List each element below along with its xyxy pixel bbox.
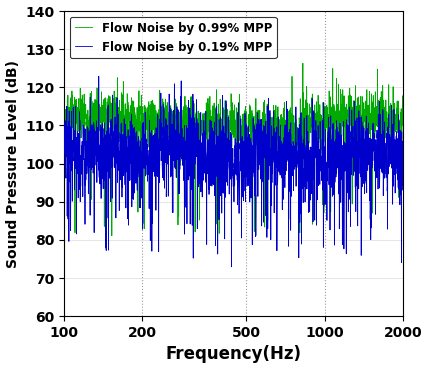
Flow Noise by 0.99% MPP xyxy=(300,61,306,66)
Flow Noise by 0.99% MPP xyxy=(226,139,232,144)
Flow Noise by 0.19% MPP xyxy=(61,165,66,169)
Flow Noise by 0.19% MPP xyxy=(79,162,84,166)
Flow Noise by 0.19% MPP xyxy=(226,138,232,142)
Flow Noise by 0.19% MPP xyxy=(96,74,101,79)
Flow Noise by 0.19% MPP xyxy=(329,168,334,172)
X-axis label: Frequency(Hz): Frequency(Hz) xyxy=(166,345,302,363)
Flow Noise by 0.99% MPP xyxy=(217,112,223,116)
Flow Noise by 0.19% MPP xyxy=(391,158,396,162)
Legend: Flow Noise by 0.99% MPP, Flow Noise by 0.19% MPP: Flow Noise by 0.99% MPP, Flow Noise by 0… xyxy=(70,17,277,58)
Flow Noise by 0.99% MPP xyxy=(61,99,66,103)
Flow Noise by 0.99% MPP xyxy=(391,130,396,135)
Line: Flow Noise by 0.99% MPP: Flow Noise by 0.99% MPP xyxy=(64,63,403,236)
Flow Noise by 0.99% MPP xyxy=(329,113,334,117)
Flow Noise by 0.99% MPP xyxy=(391,112,396,116)
Flow Noise by 0.99% MPP xyxy=(109,234,114,238)
Flow Noise by 0.99% MPP xyxy=(401,123,406,127)
Flow Noise by 0.19% MPP xyxy=(391,127,396,132)
Flow Noise by 0.19% MPP xyxy=(229,265,234,269)
Line: Flow Noise by 0.19% MPP: Flow Noise by 0.19% MPP xyxy=(64,76,403,267)
Y-axis label: Sound Pressure Level (dB): Sound Pressure Level (dB) xyxy=(6,60,20,268)
Flow Noise by 0.19% MPP xyxy=(217,164,223,169)
Flow Noise by 0.19% MPP xyxy=(401,171,406,176)
Flow Noise by 0.99% MPP xyxy=(79,111,84,115)
